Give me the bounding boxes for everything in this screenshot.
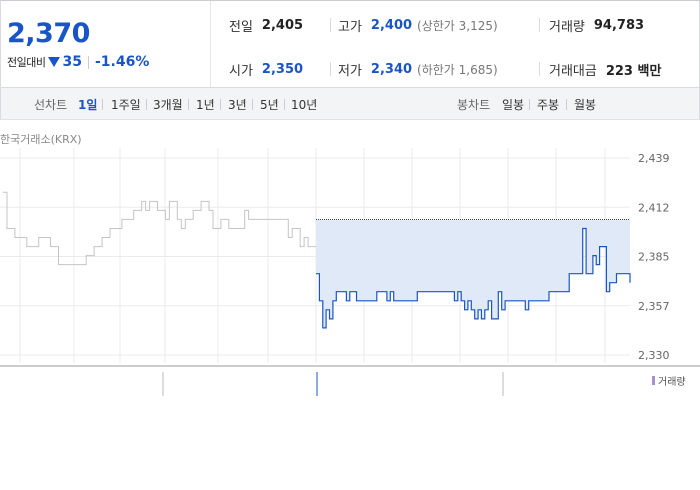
change-label: 전일대비 — [7, 56, 46, 69]
today-price-line — [316, 227, 631, 329]
tab-5y[interactable]: 5년 — [260, 98, 279, 112]
divider — [102, 99, 103, 110]
divider — [330, 18, 331, 32]
volume-value: 94,783 — [593, 18, 645, 33]
volume-label: 거래량 — [549, 20, 585, 35]
divider — [146, 99, 147, 110]
open-value: 2,350 — [261, 62, 304, 77]
amount-label: 거래대금 — [549, 64, 597, 79]
candle-chart-label: 봉차트 — [457, 98, 491, 112]
prev-close-value: 2,405 — [261, 18, 304, 33]
high-label: 고가 — [338, 20, 362, 35]
data-source-label: 한국거래소(KRX) — [0, 133, 82, 146]
y-tick-label: 2,439 — [638, 152, 670, 165]
prev-close-stat: 전일 2,405 — [229, 16, 303, 35]
tab-3y[interactable]: 3년 — [228, 98, 247, 112]
tab-monthly-candle[interactable]: 월봉 — [574, 98, 597, 112]
y-tick-label: 2,385 — [638, 251, 670, 264]
volume-legend-label: 거래량 — [658, 377, 686, 388]
prev-close-label: 전일 — [229, 20, 253, 35]
upper-limit: (상한가 3,125) — [417, 19, 498, 33]
tab-10y[interactable]: 10년 — [291, 98, 318, 112]
amount-stat: 거래대금 223 백만 — [549, 60, 661, 79]
tab-1w[interactable]: 1주일 — [111, 98, 141, 112]
divider — [539, 62, 540, 76]
y-tick-label: 2,357 — [638, 300, 670, 313]
amount-value: 223 백만 — [605, 64, 662, 79]
divider — [252, 99, 253, 110]
volume-stat: 거래량 94,783 — [549, 16, 644, 35]
divider — [529, 99, 530, 110]
open-label: 시가 — [229, 64, 253, 79]
price-box: 2,370 전일대비 35 -1.46% — [1, 1, 211, 87]
divider — [539, 18, 540, 32]
low-value: 2,340 — [370, 62, 413, 77]
quote-summary: 2,370 전일대비 35 -1.46% 전일 2,405 고가 2,400 (… — [0, 0, 700, 88]
change-percent: -1.46% — [94, 54, 150, 70]
volume-swatch — [652, 376, 655, 385]
tab-daily-candle[interactable]: 일봉 — [502, 98, 525, 112]
lower-limit: (하한가 1,685) — [417, 63, 498, 77]
divider — [188, 99, 189, 110]
tab-3m[interactable]: 3개월 — [153, 98, 183, 112]
divider — [87, 55, 89, 69]
volume-legend: 거래량 — [652, 373, 686, 388]
current-price: 2,370 — [7, 18, 90, 49]
change-value: 35 — [62, 54, 82, 70]
y-axis-ticks: 2,439 2,412 2,385 2,357 2,330 — [638, 152, 670, 362]
volume-area — [0, 365, 700, 396]
high-stat: 고가 2,400 (상한가 3,125) — [338, 16, 498, 35]
divider — [220, 99, 221, 110]
divider — [566, 99, 567, 110]
y-tick-label: 2,412 — [638, 201, 670, 214]
tab-weekly-candle[interactable]: 주봉 — [537, 98, 560, 112]
chart-tab-bar: 선차트 1일 1주일 3개월 1년 3년 5년 10년 봉차트 일봉 주봉 월봉 — [0, 88, 700, 120]
down-triangle-icon — [48, 57, 61, 67]
y-tick-label: 2,330 — [638, 349, 670, 362]
tab-1y[interactable]: 1년 — [196, 98, 215, 112]
change-row: 전일대비 35 -1.46% — [7, 54, 149, 70]
low-label: 저가 — [338, 64, 362, 79]
intraday-price-chart: 2,439 2,412 2,385 2,357 2,330 — [0, 148, 700, 396]
divider — [330, 62, 331, 76]
low-stat: 저가 2,340 (하한가 1,685) — [338, 60, 498, 79]
open-stat: 시가 2,350 — [229, 60, 303, 79]
line-chart-label: 선차트 — [34, 98, 68, 112]
divider — [284, 99, 285, 110]
high-value: 2,400 — [370, 18, 413, 33]
tab-1d[interactable]: 1일 — [78, 98, 98, 112]
previous-day-line — [3, 191, 316, 266]
